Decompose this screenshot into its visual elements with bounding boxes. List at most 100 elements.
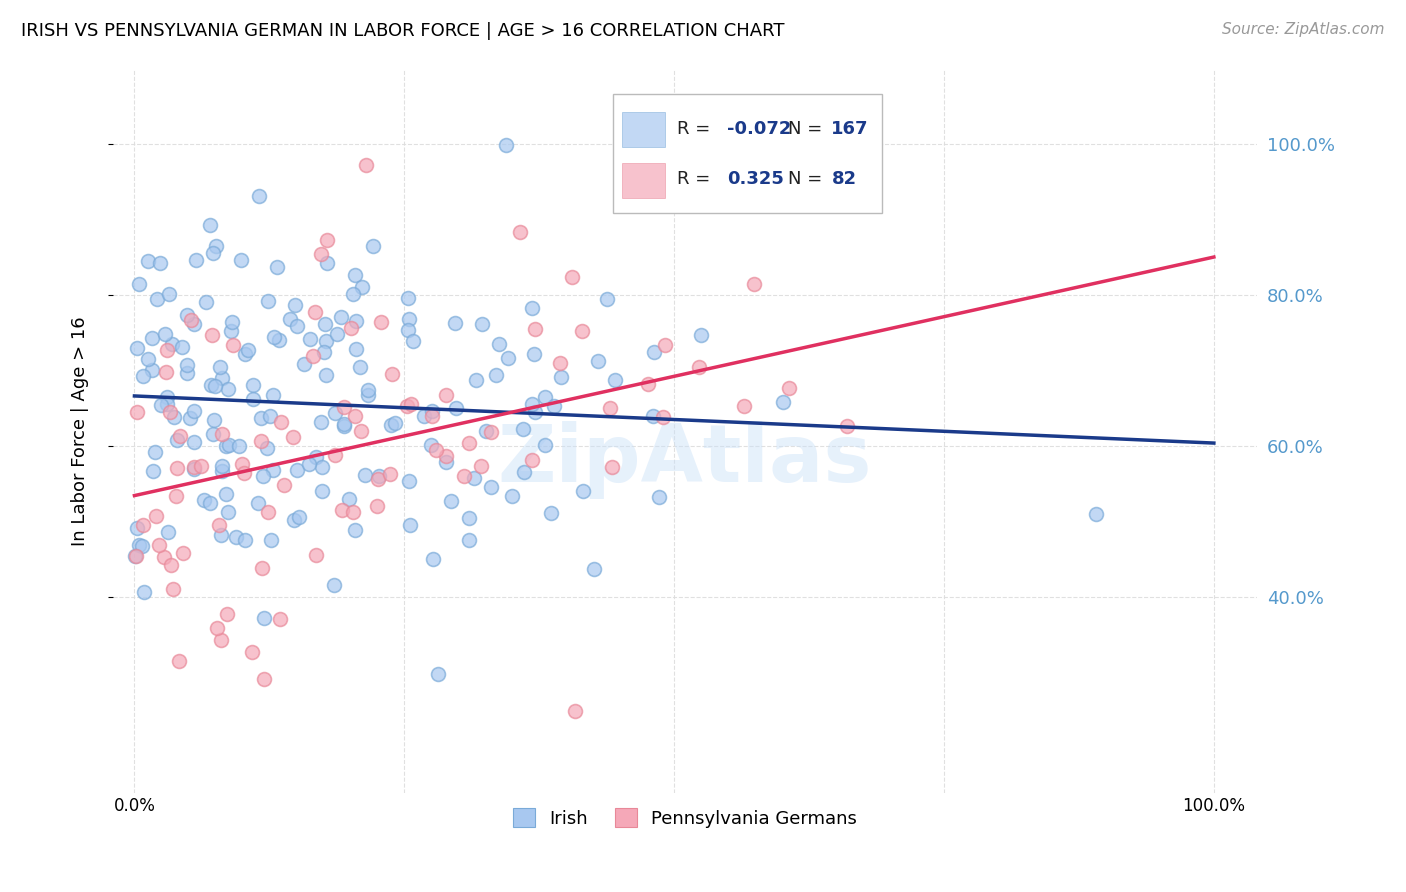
Point <box>162 582 184 596</box>
Point <box>463 471 485 485</box>
Point <box>125 549 148 563</box>
Point <box>465 373 488 387</box>
Point <box>778 381 800 395</box>
Point <box>399 518 422 533</box>
Point <box>533 438 555 452</box>
Point <box>149 398 172 412</box>
Point <box>298 332 321 346</box>
Point <box>322 578 344 592</box>
Point <box>242 392 264 406</box>
Point <box>398 475 420 489</box>
Point <box>561 269 583 284</box>
Text: R =: R = <box>676 120 716 137</box>
Point <box>733 399 755 413</box>
Point <box>420 438 443 452</box>
Point <box>339 492 361 507</box>
Point <box>342 506 364 520</box>
Point <box>305 548 328 562</box>
Point <box>246 496 269 510</box>
Point <box>354 158 377 172</box>
Point <box>357 387 380 401</box>
Point <box>398 311 420 326</box>
Point <box>201 328 224 343</box>
Point <box>352 279 374 293</box>
Text: N =: N = <box>787 120 828 137</box>
Point <box>396 323 419 337</box>
Point <box>425 443 447 458</box>
Point <box>247 189 270 203</box>
Point <box>312 344 335 359</box>
Point <box>654 337 676 351</box>
Point <box>361 239 384 253</box>
Point <box>772 394 794 409</box>
Point <box>380 417 402 432</box>
Point <box>153 549 176 564</box>
Point <box>688 359 710 374</box>
Text: IRISH VS PENNSYLVANIA GERMAN IN LABOR FORCE | AGE > 16 CORRELATION CHART: IRISH VS PENNSYLVANIA GERMAN IN LABOR FO… <box>21 22 785 40</box>
Point <box>204 378 226 392</box>
Point <box>170 340 193 354</box>
Point <box>564 704 586 718</box>
Text: 0.0%: 0.0% <box>114 797 156 815</box>
Point <box>446 401 468 416</box>
Point <box>132 368 155 383</box>
Point <box>176 308 198 322</box>
Point <box>242 377 264 392</box>
Point <box>232 467 254 481</box>
Point <box>183 317 205 331</box>
Point <box>127 405 149 419</box>
Point <box>202 426 225 441</box>
Point <box>302 349 325 363</box>
Point <box>304 304 326 318</box>
Point <box>540 506 562 520</box>
Text: Source: ZipAtlas.com: Source: ZipAtlas.com <box>1222 22 1385 37</box>
Text: N =: N = <box>787 170 828 188</box>
Point <box>209 360 232 375</box>
Point <box>326 326 349 341</box>
Text: 82: 82 <box>831 170 856 188</box>
Point <box>596 292 619 306</box>
Point <box>523 405 546 419</box>
Point <box>179 410 201 425</box>
Text: 0.325: 0.325 <box>727 170 785 188</box>
Point <box>292 358 315 372</box>
Point <box>200 378 222 392</box>
Point <box>229 252 252 267</box>
Point <box>366 499 388 513</box>
Point <box>266 260 288 274</box>
Point <box>349 359 371 374</box>
Point <box>315 334 337 348</box>
Point <box>252 611 274 625</box>
Point <box>550 356 572 370</box>
Point <box>600 460 623 475</box>
Point <box>218 437 240 451</box>
Point <box>194 294 217 309</box>
Point <box>176 359 198 373</box>
Point <box>599 401 621 416</box>
Point <box>443 316 465 330</box>
Point <box>513 465 536 479</box>
Point <box>269 612 291 626</box>
Point <box>344 343 367 357</box>
Point <box>427 667 450 681</box>
Point <box>323 406 346 420</box>
Point <box>132 517 155 532</box>
Point <box>413 409 436 424</box>
Point <box>159 405 181 419</box>
Point <box>256 294 278 309</box>
Point <box>309 415 332 429</box>
Point <box>148 539 170 553</box>
Text: R =: R = <box>676 170 716 188</box>
Point <box>253 673 276 687</box>
Point <box>145 508 167 523</box>
Point <box>155 365 177 379</box>
Point <box>163 409 186 424</box>
Point <box>205 621 228 635</box>
Point <box>169 429 191 443</box>
Point <box>136 254 159 268</box>
Point <box>156 343 179 358</box>
Point <box>315 256 337 270</box>
FancyBboxPatch shape <box>621 162 665 197</box>
Point <box>156 397 179 411</box>
Point <box>524 322 547 336</box>
